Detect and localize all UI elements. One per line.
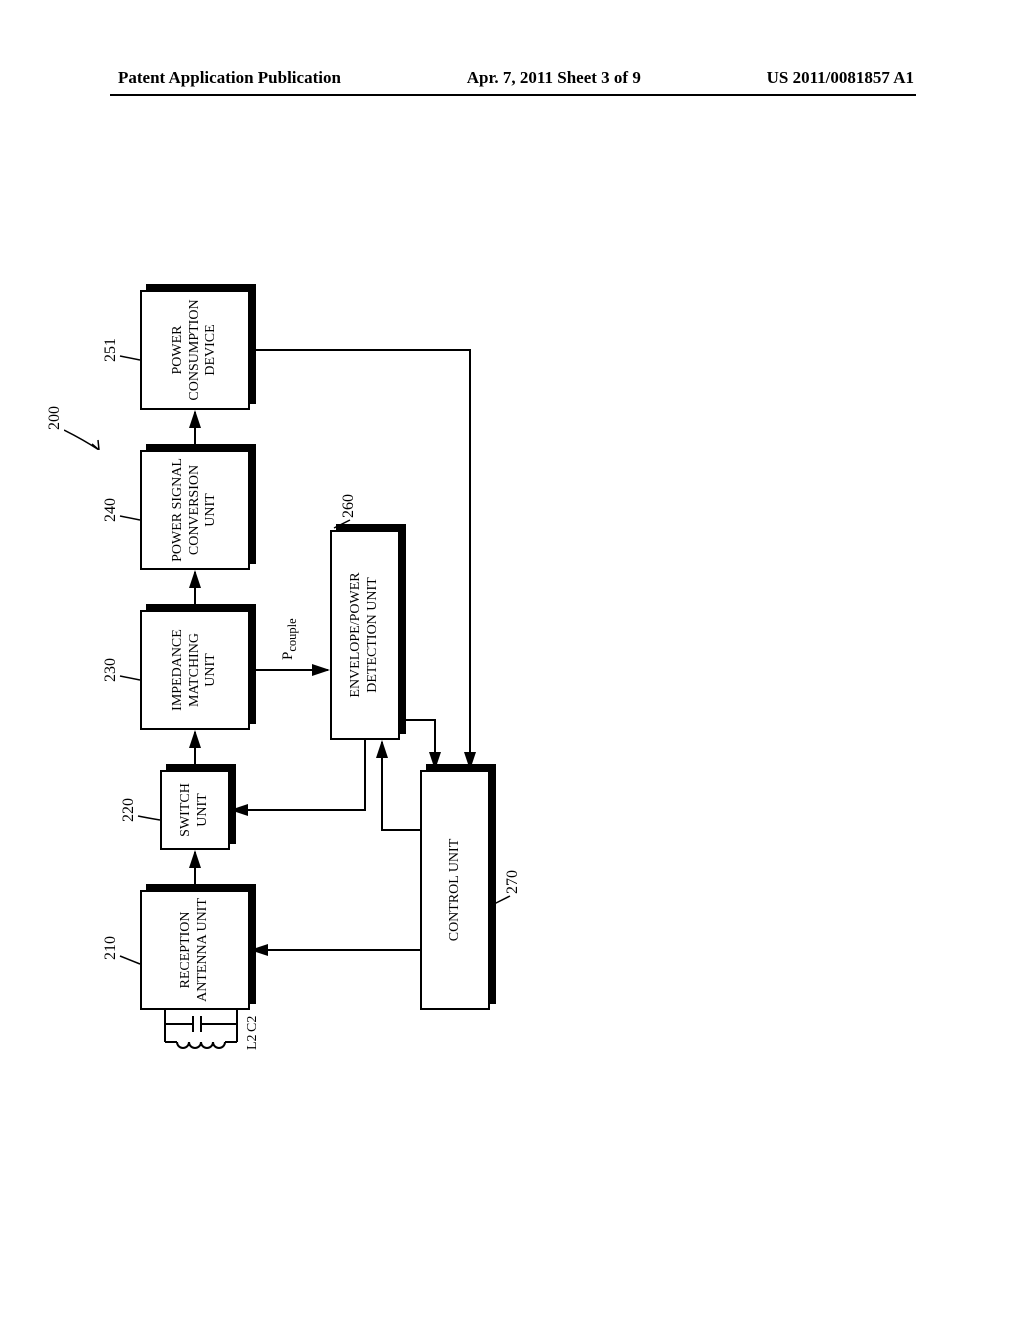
block-label: SWITCH UNIT: [178, 776, 212, 844]
header-mid: Apr. 7, 2011 Sheet 3 of 9: [467, 68, 641, 88]
header-rule: [110, 94, 916, 96]
block-reception-antenna: RECEPTION ANTENNA UNIT: [140, 890, 250, 1010]
label-L2: L2: [245, 1034, 261, 1050]
page: Patent Application Publication Apr. 7, 2…: [0, 0, 1024, 1320]
system-ref: 200: [46, 406, 64, 430]
header-right: US 2011/0081857 A1: [767, 68, 914, 88]
block-label: CONTROL UNIT: [447, 839, 464, 942]
page-header: Patent Application Publication Apr. 7, 2…: [0, 68, 1024, 88]
block-switch: SWITCH UNIT: [160, 770, 230, 850]
block-conversion: POWER SIGNAL CONVERSION UNIT: [140, 450, 250, 570]
block-label: RECEPTION ANTENNA UNIT: [178, 896, 212, 1004]
ref-220: 220: [120, 798, 138, 822]
block-label: POWER SIGNAL CONVERSION UNIT: [170, 456, 220, 564]
pcouple-sub: couple: [285, 618, 299, 651]
block-device: POWER CONSUMPTION DEVICE: [140, 290, 250, 410]
ref-210: 210: [102, 936, 120, 960]
block-label: POWER CONSUMPTION DEVICE: [170, 296, 220, 404]
label-C2: C2: [245, 1016, 261, 1032]
ref-230: 230: [102, 658, 120, 682]
block-impedance: IMPEDANCE MATCHING UNIT: [140, 610, 250, 730]
header-left: Patent Application Publication: [118, 68, 341, 88]
block-control: CONTROL UNIT: [420, 770, 490, 1010]
diagram-canvas: FIG.3 200: [10, 290, 1010, 1030]
block-envelope: ENVELOPE/POWER DETECTION UNIT: [330, 530, 400, 740]
signal-pcouple: Pcouple: [280, 618, 300, 660]
wires: [10, 730, 160, 1030]
block-label: ENVELOPE/POWER DETECTION UNIT: [348, 536, 382, 734]
ref-240: 240: [102, 498, 120, 522]
block-label: IMPEDANCE MATCHING UNIT: [170, 616, 220, 724]
antenna-symbol: [155, 1004, 250, 1054]
ref-251: 251: [102, 338, 120, 362]
ref-260: 260: [340, 494, 358, 518]
ref-270: 270: [504, 870, 522, 894]
system-ref-num: 200: [46, 406, 63, 430]
